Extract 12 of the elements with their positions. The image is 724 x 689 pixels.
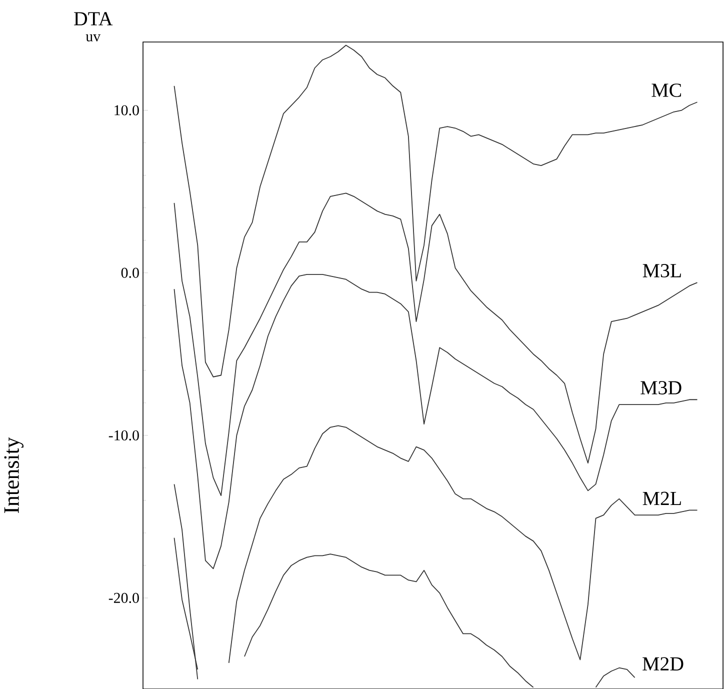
series-label: M3L [642,264,681,278]
y-tick-label: -10.0 [108,430,139,440]
series-label: M3D [640,381,682,394]
y-axis-title: Intensity [4,437,24,514]
series-label: M2D [642,657,684,670]
y-tick-label: -20.0 [108,592,139,604]
series-label: MC [652,84,682,97]
chart-title: DTA [74,12,113,26]
series-label: M2L [642,492,681,505]
y-tick-label: 10.0 [114,105,139,116]
y-tick-label: 0.0 [121,268,139,278]
text: uv [86,34,101,42]
